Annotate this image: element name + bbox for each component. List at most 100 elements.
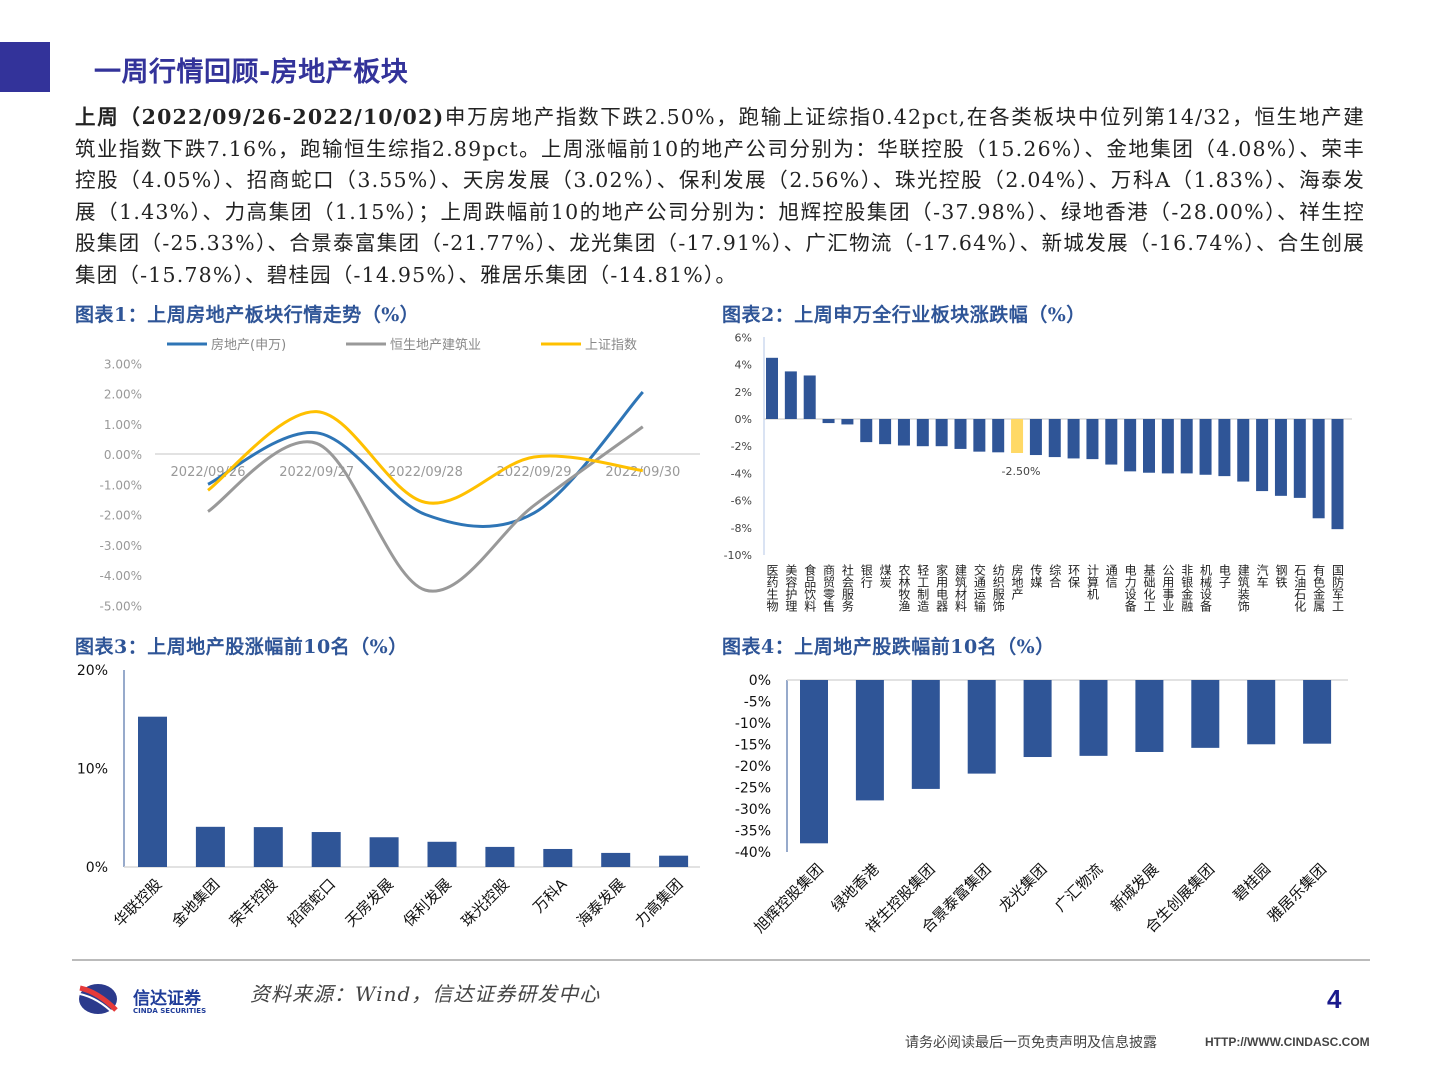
chart1-y-tick: 3.00%	[104, 357, 142, 371]
chart4-title: 图表4：上周地产股跌幅前10名（%）	[722, 636, 1055, 658]
chart1-legend-label: 恒生地产建筑业	[390, 337, 481, 353]
chart4-y-tick: -35%	[735, 824, 771, 840]
chart4-y-tick: -15%	[735, 738, 771, 754]
chart2-x-tick: 轻工制造	[916, 564, 930, 612]
chart2-bar	[1161, 419, 1174, 474]
chart2-x-tick: 电子	[1217, 564, 1231, 588]
chart1-y-tick: -3.00%	[100, 539, 142, 553]
chart4-bar	[1023, 680, 1052, 758]
chart2-x-tick: 食品饮料	[803, 563, 817, 612]
chart2-y-tick: 4%	[735, 359, 752, 372]
chart2-x-tick: 机械设备	[1199, 564, 1213, 613]
chart4-x-tick: 旭辉控股集团	[750, 860, 826, 936]
chart3-x-tick: 力高集团	[631, 875, 686, 930]
chart3-bar	[485, 846, 515, 867]
chart4-bar	[1303, 680, 1332, 744]
chart3-bar	[138, 716, 167, 867]
chart3-bar	[195, 826, 225, 867]
chart1-y-tick: -1.00%	[100, 478, 142, 492]
chart2-bar	[1143, 419, 1155, 473]
chart2-y-tick: -8%	[731, 522, 752, 535]
summary-lead: 上周（2022/09/26-2022/10/02)	[75, 105, 445, 129]
chart2-x-tick: 建筑装饰	[1236, 564, 1250, 612]
chart2-x-tick: 商贸零售	[822, 563, 836, 612]
chart1-y-tick: 2.00%	[104, 388, 142, 402]
chart3-x-tick: 万科A	[529, 875, 571, 917]
chart2-x-tick: 农林牧渔	[897, 564, 911, 612]
chart1-legend-label: 房地产(申万)	[211, 337, 286, 353]
chart3-bar	[369, 837, 399, 867]
chart2-y-tick: -10%	[724, 549, 752, 562]
chart2-x-tick: 国防军工	[1331, 564, 1345, 612]
chart2-x-tick: 银行	[859, 564, 873, 588]
chart1-series-line	[207, 425, 644, 593]
chart4-y-tick: 0%	[749, 673, 771, 689]
chart1-y-tick: 1.00%	[104, 418, 142, 432]
footer-divider	[72, 959, 1370, 961]
chart2-bar	[1274, 419, 1287, 496]
chart4-bar	[1135, 680, 1164, 752]
chart2-annotation: -2.50%	[1002, 465, 1041, 478]
chart3-bar	[311, 832, 341, 867]
chart4-bar	[1079, 680, 1108, 756]
chart2-x-tick: 交通运输	[972, 563, 986, 613]
chart4-bar	[1191, 680, 1220, 748]
chart1-x-tick: 2022/09/29	[497, 465, 572, 480]
chart3-bar	[659, 855, 689, 867]
chart2-x-tick: 传媒	[1029, 563, 1043, 588]
chart1-x-tick: 2022/09/27	[279, 465, 354, 480]
chart2-bar	[803, 375, 816, 419]
chart2-bar	[1218, 419, 1231, 477]
chart4-x-tick: 广汇物流	[1051, 860, 1106, 915]
chart2-bar	[1105, 419, 1118, 465]
chart4-x-tick: 龙光集团	[995, 860, 1050, 915]
chart2-x-tick: 纺织服饰	[991, 564, 1005, 612]
chart2-bar	[935, 419, 948, 447]
chart1-x-tick: 2022/09/26	[171, 465, 246, 480]
cinda-logo: 信达证券 CINDA SECURITIES	[78, 982, 218, 1020]
chart3-x-tick: 金地集团	[168, 875, 223, 930]
chart3-bar	[253, 827, 283, 867]
chart2-bar	[1011, 419, 1024, 453]
chart4-y-tick: -5%	[744, 695, 771, 711]
page-number: 4	[1327, 984, 1342, 1014]
chart2-bar	[916, 419, 929, 447]
chart2-y-tick: -4%	[731, 467, 752, 480]
chart4-y-tick: -25%	[735, 781, 771, 797]
chart1-title: 图表1：上周房地产板块行情走势（%）	[75, 304, 420, 326]
website-link[interactable]: HTTP://WWW.CINDASC.COM	[1205, 1035, 1370, 1049]
chart2-x-tick: 环保	[1067, 564, 1081, 588]
chart3-x-tick: 荣丰控股	[226, 875, 281, 930]
chart3-x-tick: 珠光控股	[458, 875, 513, 930]
chart4-x-tick: 碧桂园	[1229, 860, 1274, 905]
header-accent-block	[0, 42, 50, 92]
chart4-y-tick: -30%	[735, 802, 771, 818]
chart2-x-tick: 石油石化	[1293, 564, 1307, 613]
chart1-series-line	[207, 410, 643, 505]
chart2-y-tick: 6%	[735, 331, 752, 344]
chart2-x-tick: 社会服务	[840, 563, 854, 612]
chart2-x-tick: 有色金属	[1312, 564, 1326, 613]
chart3-bar	[427, 841, 457, 867]
data-source: 资料来源：Wind，信达证券研发中心	[250, 982, 601, 1006]
chart3-x-tick: 招商蛇口	[284, 875, 339, 930]
chart4-y-tick: -10%	[735, 716, 771, 732]
chart1-y-tick: -2.00%	[100, 509, 142, 523]
summary-body: 申万房地产指数下跌2.50%，跑输上证综指0.42pct,在各类板块中位列第14…	[75, 105, 1365, 287]
chart3-x-tick: 海泰发展	[573, 875, 628, 930]
chart2-bar	[954, 419, 967, 449]
chart4-y-tick: -40%	[735, 845, 771, 861]
chart2-bar	[1067, 419, 1080, 459]
page-title: 一周行情回顾-房地产板块	[94, 57, 409, 88]
chart1-y-tick: 0.00%	[104, 448, 142, 462]
chart3-title: 图表3：上周地产股涨幅前10名（%）	[75, 636, 408, 658]
logo-text: 信达证券	[133, 988, 202, 1009]
chart3-x-tick: 天房发展	[342, 875, 397, 930]
chart4-bar	[1247, 680, 1276, 745]
chart4-x-tick: 绿地香港	[828, 860, 883, 915]
chart2-bar	[1331, 419, 1344, 530]
chart4-x-tick: 新城发展	[1107, 860, 1162, 915]
chart2-x-tick: 房地产	[1010, 563, 1024, 601]
chart1-y-tick: -5.00%	[100, 599, 142, 613]
chart4-bar	[800, 680, 828, 844]
